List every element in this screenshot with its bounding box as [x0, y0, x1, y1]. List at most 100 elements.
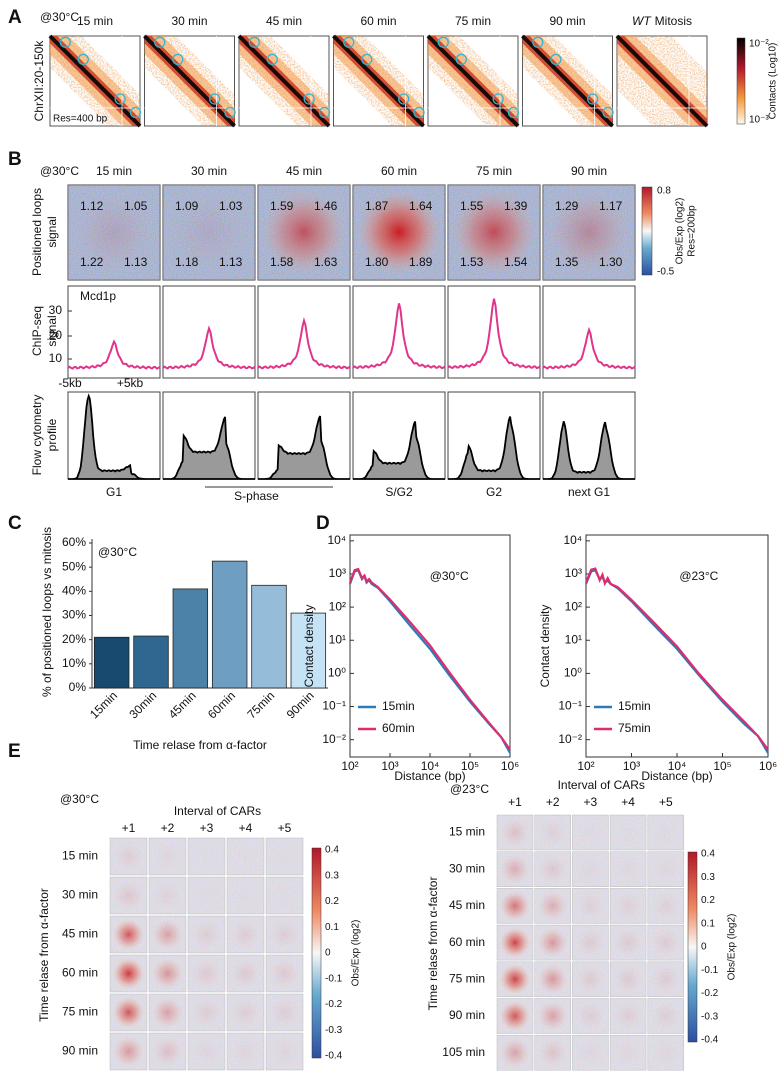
diagonal — [332, 34, 425, 128]
bar — [133, 635, 169, 689]
column-title: 60 min — [381, 164, 417, 178]
cell-blob — [229, 1035, 262, 1068]
cell-blob — [151, 957, 184, 990]
column-title: 15 min — [77, 14, 113, 28]
colorbar — [687, 851, 698, 1043]
row-label: 30 min — [62, 888, 98, 902]
loop-circle — [587, 93, 599, 105]
column-title: 75 min — [476, 164, 512, 178]
loop-circle — [303, 93, 315, 105]
flow-frame — [162, 391, 256, 480]
colorbar-tick: 0.1 — [325, 922, 339, 933]
mitosis-prefix: WT — [632, 14, 652, 28]
y-label: % of positioned loops vs mitosis — [40, 527, 54, 697]
cell-blob — [612, 890, 644, 922]
cell-blob — [229, 957, 262, 990]
diagonal — [426, 34, 520, 128]
loop-circle — [248, 36, 260, 48]
y-tick-label: 10% — [62, 656, 86, 670]
colorbar-tick: 0.3 — [325, 870, 339, 881]
row-label: signal — [45, 216, 59, 247]
resolution: Res=400 bp — [53, 114, 108, 125]
cell-blob — [612, 1000, 644, 1032]
x-tick-label: 10⁵ — [713, 759, 731, 773]
loop-value: 1.64 — [409, 199, 433, 213]
column-label: +3 — [200, 821, 214, 835]
loop-circle — [602, 106, 614, 119]
row-label: 75 min — [62, 1005, 98, 1019]
window: +5kb — [117, 376, 144, 390]
cell-blob — [537, 854, 568, 885]
header: Interval of CARs — [174, 804, 261, 818]
colorbar-tick: -0.4 — [701, 1035, 719, 1046]
cell-noise — [647, 815, 684, 850]
colorbar-tick: 0.3 — [701, 872, 715, 883]
cell-blob — [151, 918, 184, 951]
hic-map — [143, 34, 236, 128]
cell-blob — [650, 964, 681, 995]
y-tick-label: 10⁻² — [322, 732, 346, 746]
loop-value: 1.59 — [270, 199, 294, 213]
colorbar-tick: 0 — [701, 942, 707, 953]
x-tick-label: 75min — [244, 688, 277, 721]
flow-profile — [543, 421, 635, 480]
y-label: Contact density — [302, 605, 316, 688]
cell-blob — [537, 1037, 568, 1068]
colorbar-tick: -0.2 — [325, 999, 343, 1010]
colorbar-tick: -0.3 — [701, 1011, 719, 1022]
phase-label: G1 — [106, 485, 122, 499]
loop-circle — [129, 106, 142, 119]
loop-circle — [507, 106, 520, 119]
row-label: 105 min — [442, 1045, 485, 1059]
loop-blob — [167, 190, 251, 274]
cell-blob — [575, 890, 606, 922]
cell-blob — [499, 927, 531, 958]
colorbar-tick: -0.5 — [657, 267, 675, 278]
loop-circle — [114, 93, 126, 105]
panel-label: E — [8, 741, 21, 762]
x-tick-label: 10³ — [623, 759, 640, 773]
cell-blob — [269, 880, 300, 911]
x-label: Time relase from α-factor — [133, 738, 267, 752]
y-tick-label: 10⁰ — [328, 666, 346, 680]
loop-circle — [455, 53, 467, 66]
cell-blob — [499, 1037, 531, 1068]
cell-noise — [227, 838, 264, 875]
colorbar-label: Obs/Exp (log2) — [727, 914, 738, 981]
row-label: 75 min — [449, 971, 485, 985]
colorbar — [641, 186, 653, 276]
x-tick-label: 10⁴ — [421, 759, 440, 773]
y-tick-label: 10⁰ — [564, 666, 582, 680]
loop-circle — [318, 106, 331, 119]
loop-value: 1.18 — [175, 255, 199, 269]
cell-blob — [191, 841, 222, 872]
cell-blob — [650, 1000, 681, 1032]
column-label: +5 — [278, 821, 292, 835]
row-label: 90 min — [449, 1008, 485, 1022]
series-line — [584, 567, 769, 751]
row-label: 15 min — [449, 825, 485, 839]
cell-noise — [227, 877, 264, 914]
loop-circle — [532, 36, 544, 48]
x-tick-label: 60min — [205, 688, 238, 721]
row-label: 45 min — [62, 927, 98, 941]
protein: Mcd1p — [80, 289, 116, 303]
cell-blob — [499, 1000, 531, 1032]
colorbar-tick: 0.8 — [657, 186, 671, 197]
hic-map — [521, 34, 614, 128]
column-title: 75 min — [455, 14, 491, 28]
y-tick-label: 10¹ — [565, 632, 582, 646]
phase-label: S/G2 — [385, 485, 413, 499]
y-label: Time relase from α-factor — [426, 877, 440, 1011]
row-label: 90 min — [62, 1044, 98, 1058]
loop-circle — [224, 106, 236, 119]
cell-blob — [651, 817, 681, 847]
cell-blob — [151, 1035, 184, 1068]
row-label: 45 min — [449, 898, 485, 912]
row-label: Positioned loops — [30, 188, 44, 276]
loop-value: 1.53 — [460, 255, 484, 269]
loop-circle — [172, 53, 184, 66]
loop-circle — [154, 36, 166, 48]
phase-label: G2 — [486, 485, 502, 499]
